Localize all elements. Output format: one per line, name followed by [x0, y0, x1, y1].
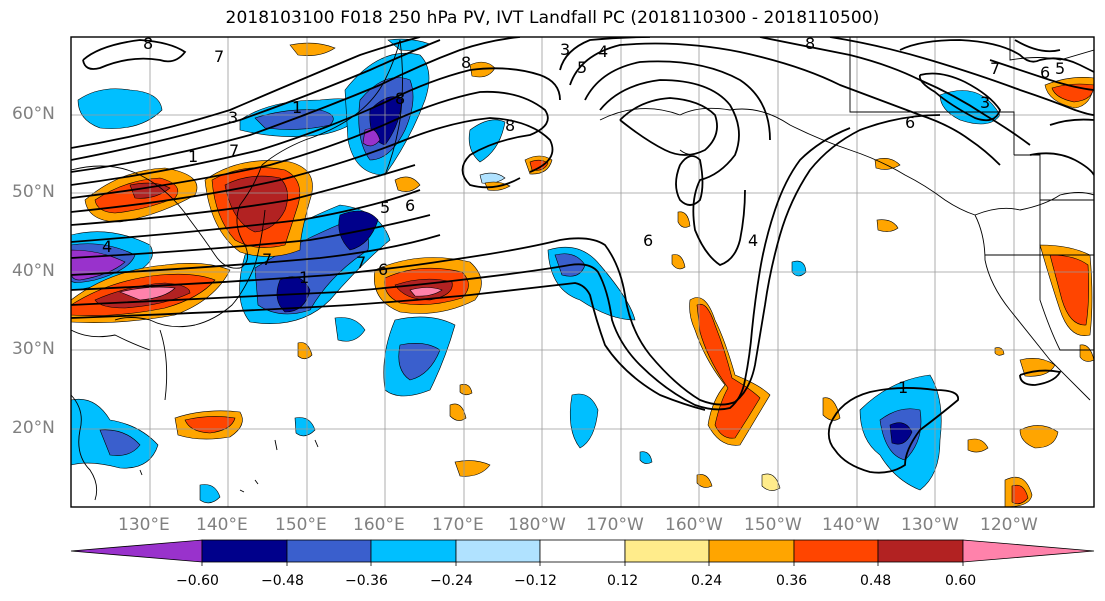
colorbar-segment: [370, 539, 457, 563]
svg-text:5: 5: [380, 198, 390, 217]
lat-label-60n: 60°N: [12, 104, 55, 124]
map-gridlines: [71, 37, 1094, 507]
lon-label-130e: 130°E: [118, 515, 170, 535]
lon-label-120w: 120°W: [980, 515, 1038, 535]
colorbar-segment: [455, 539, 541, 563]
colorbar-tick-label: 0.24: [691, 573, 723, 589]
svg-text:5: 5: [577, 58, 587, 77]
pv-contours: [71, 37, 1094, 474]
svg-text:1: 1: [898, 378, 908, 397]
svg-text:1: 1: [299, 268, 309, 287]
colorbar-segment: [70, 539, 203, 563]
svg-text:7: 7: [990, 59, 1000, 78]
lon-label-150e: 150°E: [275, 515, 327, 535]
lon-label-170e: 170°E: [432, 515, 484, 535]
svg-text:3: 3: [980, 93, 990, 112]
colorbar-tick-label: −0.24: [430, 573, 473, 589]
lon-label-160e: 160°E: [353, 515, 405, 535]
svg-text:8: 8: [143, 34, 153, 53]
svg-text:4: 4: [748, 231, 758, 250]
colorbar-segment: [877, 539, 964, 563]
svg-text:1: 1: [188, 147, 198, 166]
lon-label-140e: 140°E: [196, 515, 248, 535]
lat-label-20n: 20°N: [12, 418, 55, 438]
lat-label-50n: 50°N: [12, 182, 55, 202]
lon-label-160w: 160°W: [665, 515, 723, 535]
colorbar-tick-label: −0.48: [261, 573, 304, 589]
colorbar-segment: [201, 539, 288, 563]
colorbar-segment: [539, 539, 626, 563]
svg-text:6: 6: [905, 113, 915, 132]
colorbar-tick-label: −0.36: [345, 573, 388, 589]
lon-label-170w: 170°W: [586, 515, 644, 535]
colorbar-tick-label: −0.12: [514, 573, 557, 589]
svg-text:8: 8: [805, 34, 815, 53]
svg-text:6: 6: [405, 196, 415, 215]
svg-text:3: 3: [560, 40, 570, 59]
svg-text:8: 8: [461, 53, 471, 72]
colorbar-segment: [624, 539, 710, 563]
svg-text:8: 8: [505, 116, 515, 135]
colorbar-segment: [962, 539, 1095, 563]
colorbar-segment: [708, 539, 795, 563]
colorbar-segment: [286, 539, 372, 563]
svg-text:6: 6: [378, 260, 388, 279]
svg-text:5: 5: [1055, 59, 1065, 78]
svg-text:3: 3: [228, 108, 238, 127]
svg-text:7: 7: [262, 250, 272, 269]
colorbar-tick-label: −0.60: [176, 573, 219, 589]
lon-label-150w: 150°W: [744, 515, 802, 535]
svg-text:7: 7: [214, 47, 224, 66]
map-frame: [70, 36, 1095, 508]
svg-text:7: 7: [229, 141, 239, 160]
colorbar-tick-label: 0.60: [945, 573, 977, 589]
svg-text:6: 6: [643, 231, 653, 250]
svg-text:4: 4: [102, 237, 112, 256]
svg-text:8: 8: [395, 89, 405, 108]
colorbar-segment: [793, 539, 879, 563]
colorbar-tick-label: 0.36: [776, 573, 808, 589]
lon-label-180w: 180°W: [508, 515, 566, 535]
contour-labels: 8 7 3 1 8 3 5 4 8 8 1 7 6 5 4 6 7 1 7 6 …: [102, 34, 1065, 397]
svg-text:6: 6: [1040, 63, 1050, 82]
colorbar-tick-label: 0.48: [860, 573, 892, 589]
lon-label-140w: 140°W: [822, 515, 880, 535]
lat-label-30n: 30°N: [12, 339, 55, 359]
colorbar: [70, 539, 1095, 566]
lon-label-130w: 130°W: [901, 515, 959, 535]
colorbar-tick-label: 0.12: [607, 573, 639, 589]
svg-text:1: 1: [292, 98, 302, 117]
svg-text:7: 7: [356, 253, 366, 272]
svg-text:4: 4: [598, 42, 608, 61]
lat-label-40n: 40°N: [12, 261, 55, 281]
map-title: 2018103100 F018 250 hPa PV, IVT Landfall…: [225, 8, 880, 28]
shaded-anomaly-field: [71, 38, 1094, 507]
